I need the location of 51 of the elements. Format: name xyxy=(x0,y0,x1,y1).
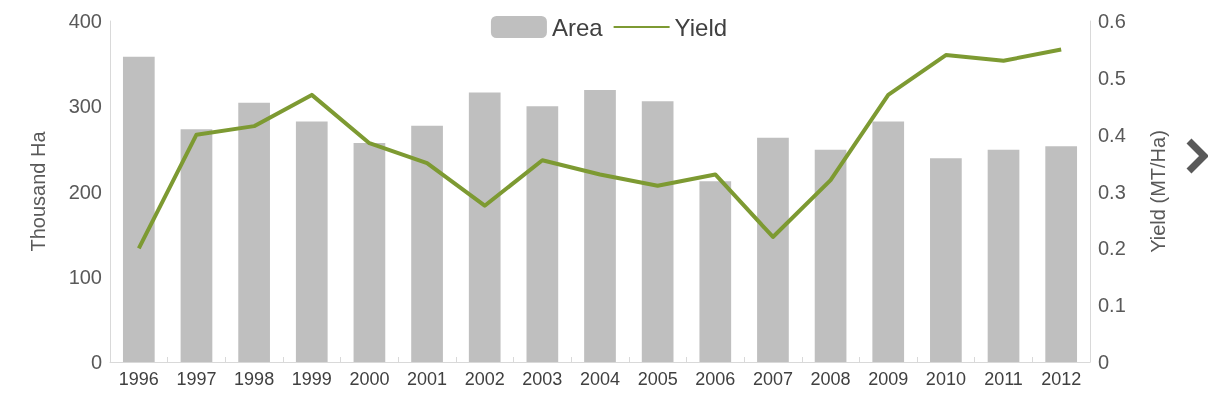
y2-tick-label: 0.6 xyxy=(1098,10,1126,32)
x-tick-label: 2002 xyxy=(464,369,505,389)
x-tick-label: 1998 xyxy=(234,369,275,389)
y2-tick-label: 0.5 xyxy=(1098,66,1126,89)
x-tick-label: 2009 xyxy=(868,369,909,389)
bar xyxy=(872,121,905,362)
bar xyxy=(1045,146,1078,362)
bar xyxy=(641,101,674,362)
bar xyxy=(180,129,213,362)
y-tick-label: 300 xyxy=(68,95,102,118)
y2-tick-label: 0.2 xyxy=(1098,237,1126,260)
bar xyxy=(699,181,732,362)
legend-label: Yield xyxy=(674,13,728,41)
x-tick-label: 2011 xyxy=(984,369,1023,389)
y-tick-label: 0 xyxy=(90,351,102,373)
y-tick-label: 200 xyxy=(68,180,102,203)
bar xyxy=(987,149,1020,362)
x-tick-label: 2005 xyxy=(637,369,678,389)
bar xyxy=(814,149,847,362)
bar xyxy=(468,92,501,362)
x-tick-label: 2012 xyxy=(1041,369,1082,389)
y2-tick-label: 0 xyxy=(1098,351,1110,373)
bar xyxy=(353,142,386,362)
x-tick-label: 2008 xyxy=(810,369,851,389)
line-series xyxy=(136,47,1064,251)
x-tick-label: 1999 xyxy=(291,369,332,389)
y-tick-label: 100 xyxy=(68,265,102,288)
x-tick-label: 2003 xyxy=(522,369,563,389)
y-axis-title: Thousand Ha xyxy=(27,130,49,252)
x-tick-label: 2004 xyxy=(579,369,621,389)
legend-label: Area xyxy=(551,13,604,41)
y2-tick-label: 0.4 xyxy=(1098,123,1126,146)
bar xyxy=(238,102,270,362)
x-tick-label: 2010 xyxy=(925,369,966,389)
y2-tick-label: 0.3 xyxy=(1098,180,1126,203)
x-tick-label: 2007 xyxy=(752,369,793,389)
y2-tick-label: 0.1 xyxy=(1098,294,1126,317)
x-tick-label: 1997 xyxy=(176,369,217,389)
bar xyxy=(526,106,559,362)
x-tick-label: 1996 xyxy=(118,369,159,389)
bar xyxy=(757,137,789,362)
y-tick-label: 400 xyxy=(68,10,102,32)
x-tick-label: 2000 xyxy=(349,369,390,389)
bar xyxy=(584,90,616,362)
x-tick-label: 2006 xyxy=(695,369,736,389)
bar xyxy=(411,125,443,362)
bar xyxy=(295,121,328,362)
bar xyxy=(930,158,962,362)
x-tick-label: 2001 xyxy=(407,369,448,389)
bar xyxy=(122,56,155,362)
y2-axis-title: Yield (MT/Ha) xyxy=(1147,130,1169,253)
